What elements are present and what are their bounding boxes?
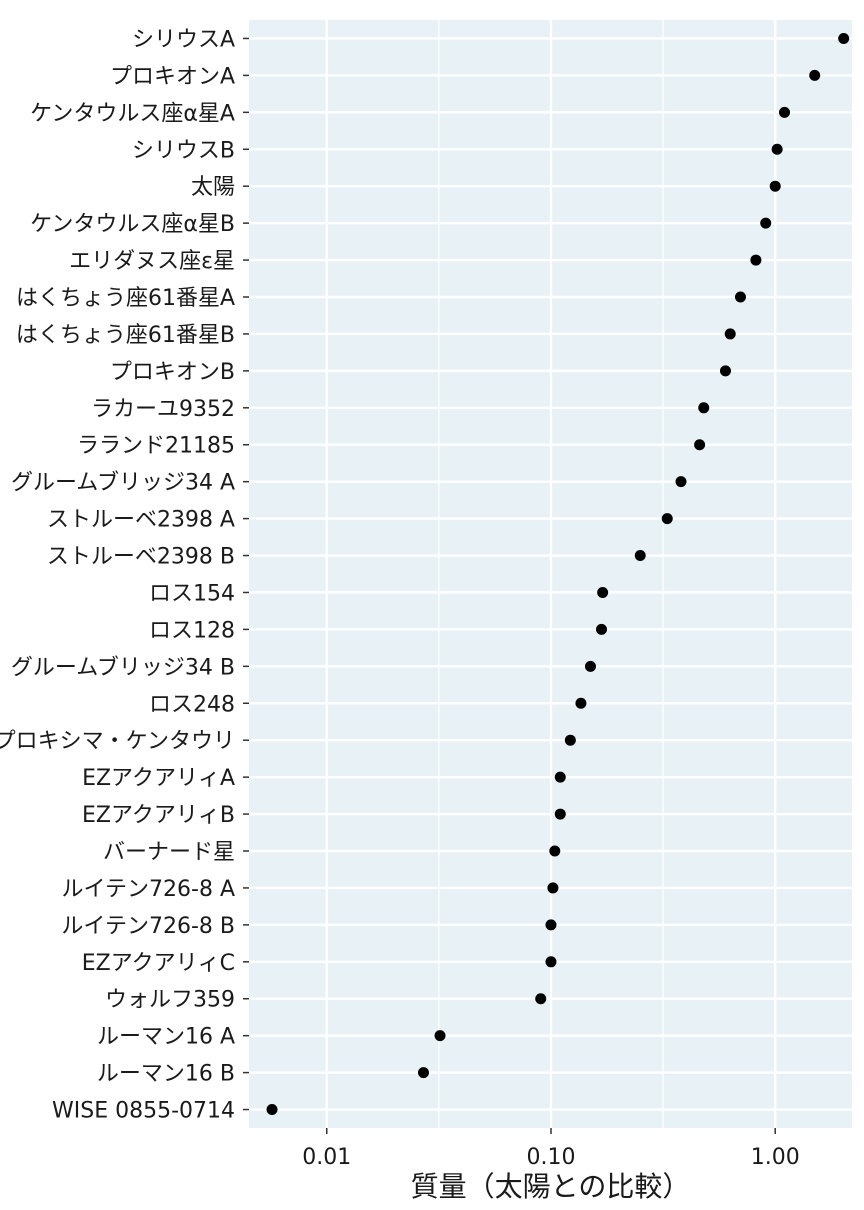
data-points bbox=[266, 32, 850, 1116]
category-label: ルーマン16 A bbox=[97, 1025, 235, 1050]
data-point bbox=[661, 513, 673, 525]
category-label: グルームブリッジ34 A bbox=[11, 471, 235, 496]
category-label: ストルーベ2398 B bbox=[47, 545, 235, 570]
data-point bbox=[554, 808, 566, 820]
category-label: WISE 0855-0714 bbox=[52, 1099, 235, 1124]
category-label: グルームブリッジ34 B bbox=[11, 655, 235, 680]
category-label: ラランド21185 bbox=[77, 434, 235, 459]
data-point bbox=[554, 771, 566, 783]
data-point bbox=[771, 143, 783, 155]
category-label: シリウスB bbox=[132, 138, 235, 163]
category-label: ルイテン726-8 B bbox=[61, 914, 235, 939]
category-label: プロキシマ・ケンタウリ bbox=[0, 729, 235, 754]
category-label: ロス248 bbox=[149, 692, 235, 717]
data-point bbox=[694, 439, 706, 451]
category-label: EZアクアリィB bbox=[82, 803, 235, 828]
category-label: ウォルフ359 bbox=[105, 988, 235, 1013]
category-label: ルーマン16 B bbox=[97, 1062, 235, 1087]
data-point bbox=[750, 254, 762, 266]
category-label: ストルーベ2398 A bbox=[47, 508, 235, 533]
x-tick-label: 0.10 bbox=[526, 1145, 575, 1170]
category-label: プロキオンB bbox=[110, 360, 235, 385]
data-point bbox=[549, 845, 561, 857]
data-point bbox=[779, 106, 791, 118]
data-point bbox=[769, 180, 781, 192]
data-point bbox=[597, 586, 609, 598]
x-tick-label: 0.01 bbox=[302, 1145, 351, 1170]
data-point bbox=[634, 550, 646, 562]
category-label: エリダヌス座ε星 bbox=[69, 249, 235, 274]
data-point bbox=[809, 69, 821, 81]
category-label: バーナード星 bbox=[103, 840, 235, 865]
category-label: プロキオンA bbox=[110, 64, 235, 89]
category-label: ロス128 bbox=[149, 618, 235, 643]
major-gridlines bbox=[249, 20, 852, 1128]
minor-gridlines bbox=[438, 20, 664, 1128]
data-point bbox=[417, 1067, 429, 1079]
category-label: はくちょう座61番星B bbox=[16, 323, 235, 348]
data-point bbox=[545, 919, 557, 931]
data-point bbox=[266, 1104, 278, 1116]
category-label: ケンタウルス座α星B bbox=[30, 212, 235, 237]
data-point bbox=[760, 217, 772, 229]
data-point bbox=[596, 623, 608, 635]
category-label: シリウスA bbox=[132, 27, 235, 52]
data-point bbox=[545, 956, 557, 968]
x-axis-ticks: 0.01 0.10 1.00 bbox=[302, 1128, 800, 1170]
data-point bbox=[575, 697, 587, 709]
data-point bbox=[564, 734, 576, 746]
data-point bbox=[535, 993, 547, 1005]
data-point bbox=[584, 660, 596, 672]
x-axis-title: 質量（太陽との比較） bbox=[411, 1170, 691, 1203]
data-point bbox=[434, 1030, 446, 1042]
category-label: EZアクアリィA bbox=[82, 766, 235, 791]
category-label: はくちょう座61番星A bbox=[16, 286, 235, 311]
data-point bbox=[719, 365, 731, 377]
category-label: ラカーユ9352 bbox=[91, 397, 235, 422]
data-point bbox=[724, 328, 736, 340]
data-point bbox=[734, 291, 746, 303]
category-label: ケンタウルス座α星A bbox=[30, 101, 235, 126]
x-tick-label: 1.00 bbox=[751, 1145, 800, 1170]
data-point bbox=[698, 402, 710, 414]
data-point bbox=[675, 476, 687, 488]
category-label: EZアクアリィC bbox=[82, 951, 235, 976]
data-point bbox=[547, 882, 559, 894]
category-label: ルイテン726-8 A bbox=[61, 877, 235, 902]
data-point bbox=[838, 32, 850, 44]
category-label: ロス154 bbox=[149, 581, 235, 606]
category-label: 太陽 bbox=[191, 175, 235, 200]
